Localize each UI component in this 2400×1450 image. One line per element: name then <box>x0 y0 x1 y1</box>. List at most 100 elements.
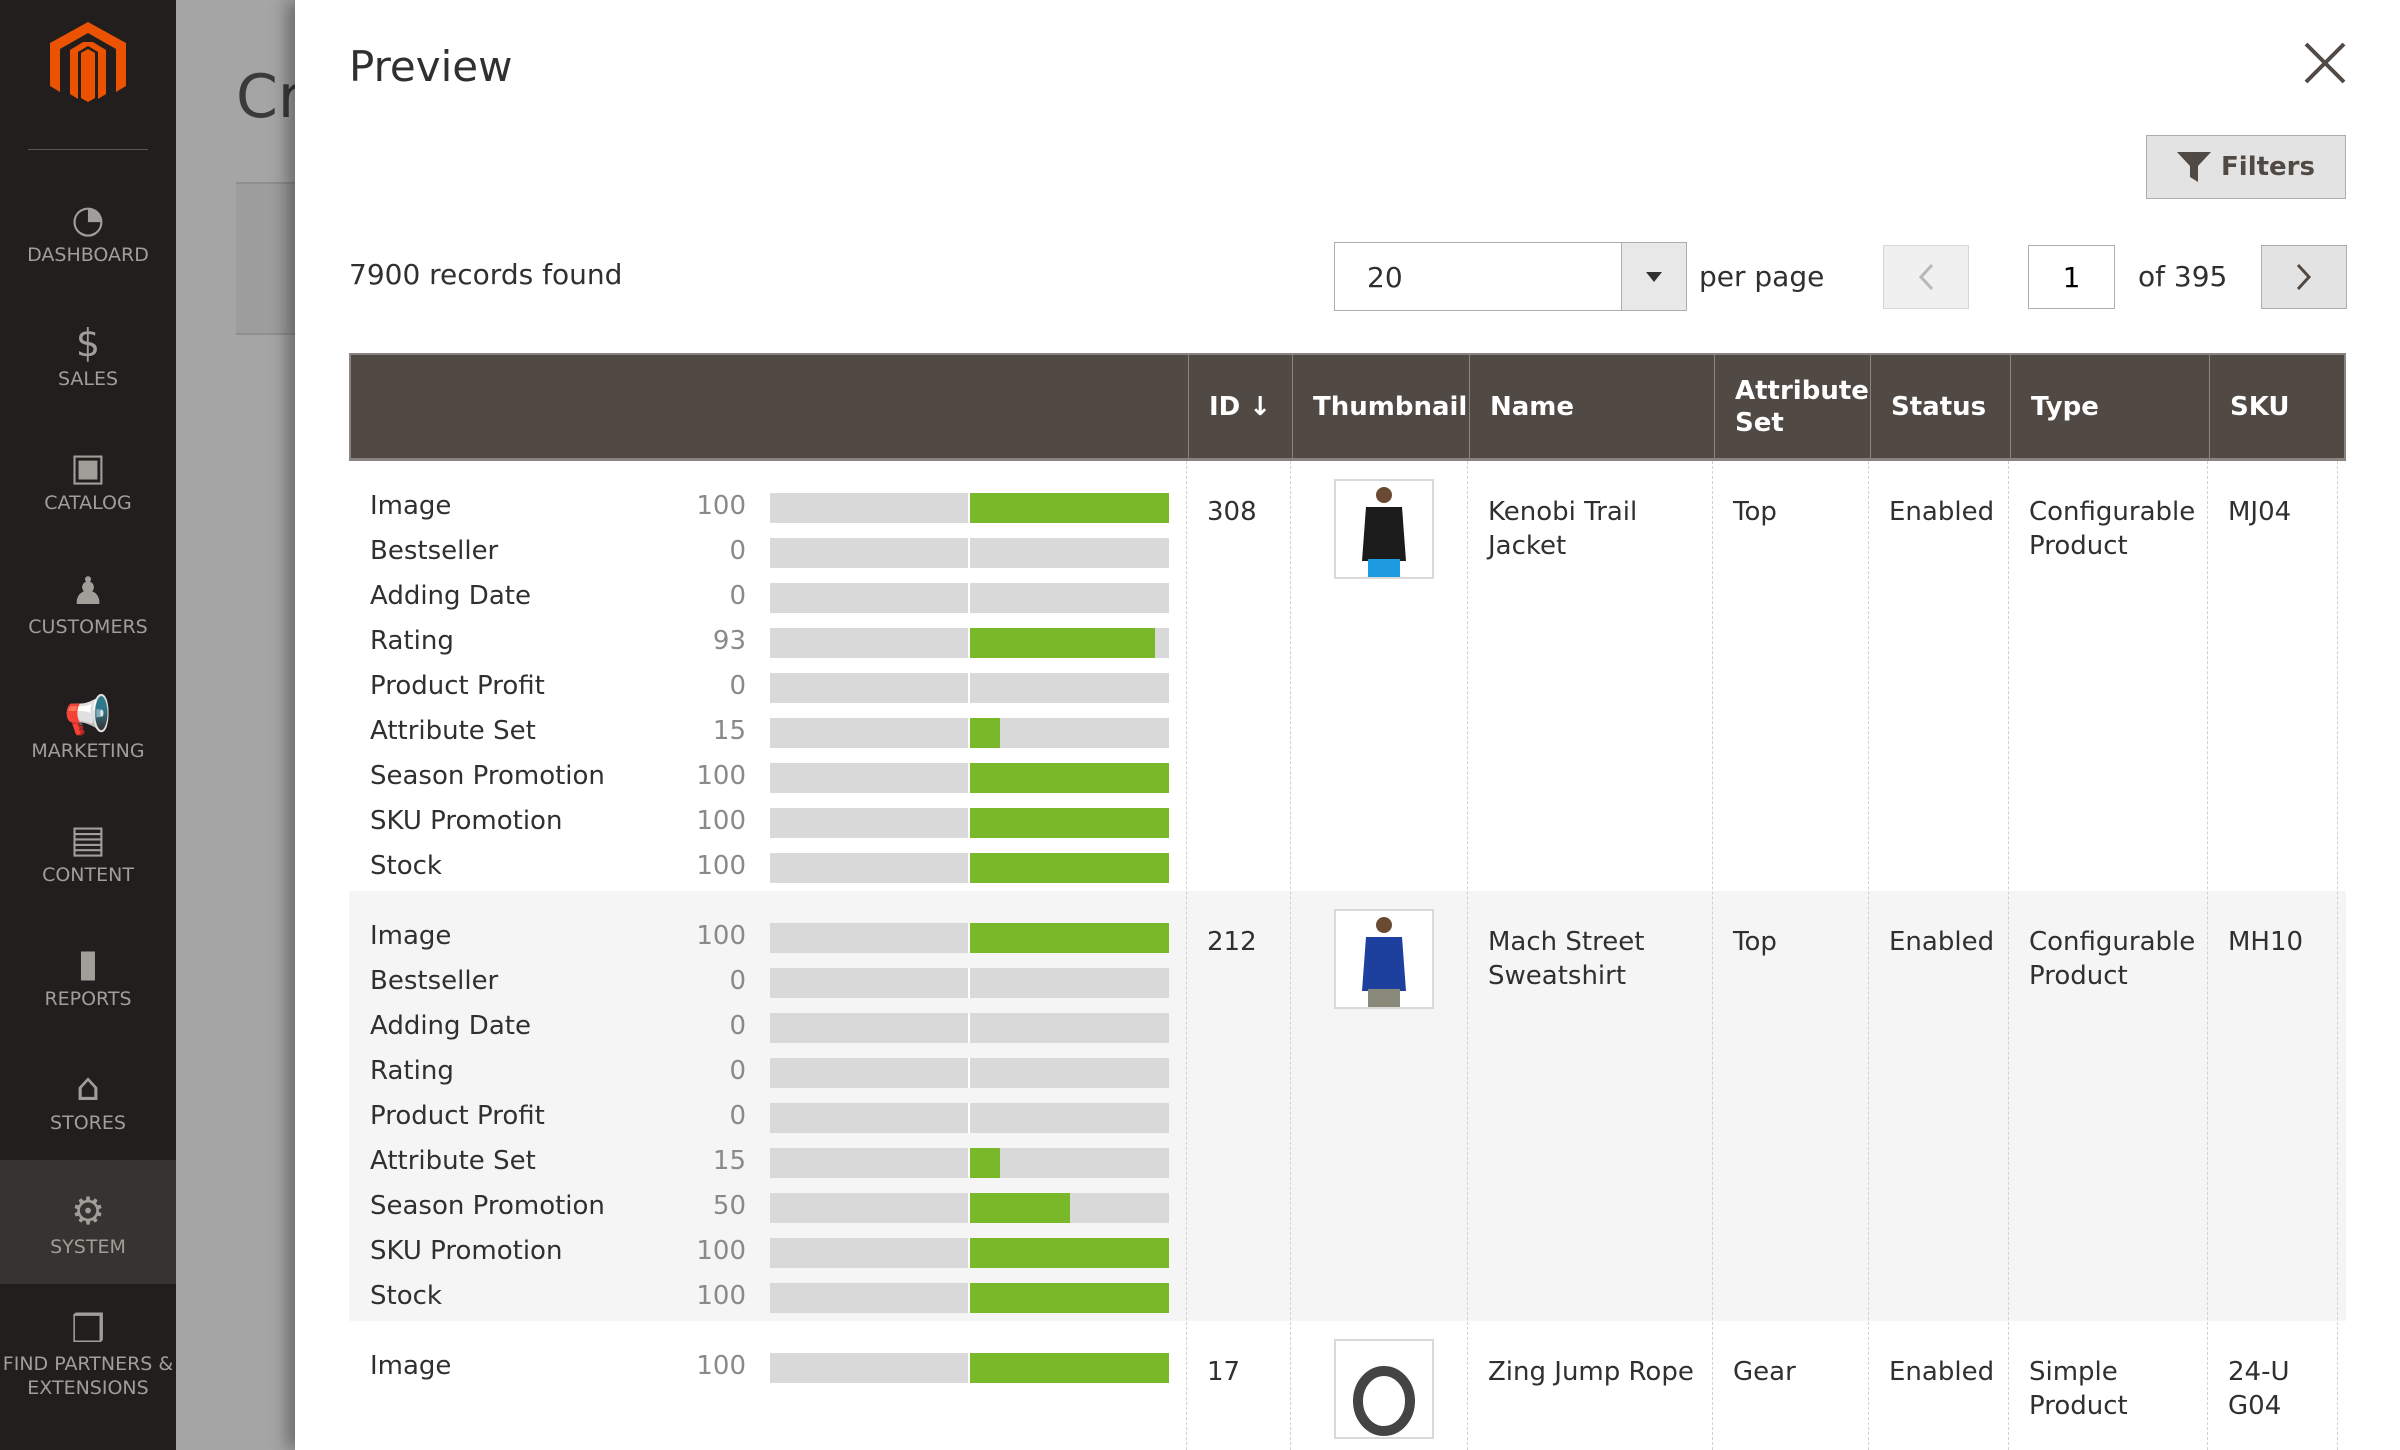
column-header-name[interactable]: Name <box>1469 355 1714 458</box>
layout-icon: ▤ <box>70 817 106 861</box>
score-bar <box>770 583 1169 613</box>
score-bar-divider <box>968 583 970 613</box>
score-label: Stock <box>370 851 442 881</box>
product-image <box>1362 917 1406 1007</box>
sidebar-item-marketing[interactable]: 📢 MARKETING <box>0 664 176 788</box>
product-thumbnail[interactable] <box>1334 1339 1434 1439</box>
product-thumbnail[interactable] <box>1334 479 1434 579</box>
score-label: Image <box>370 921 452 951</box>
score-bar <box>770 493 1169 523</box>
cell-attribute-set: Top <box>1733 927 1777 957</box>
dollar-icon: $ <box>75 321 101 365</box>
score-value: 100 <box>696 761 746 791</box>
score-bar-divider <box>968 968 970 998</box>
person-icon: ♟ <box>70 569 106 613</box>
chevron-left-icon <box>1918 263 1934 291</box>
column-header-id[interactable]: ID ↓ <box>1188 355 1292 458</box>
score-bar-fill <box>970 853 1169 883</box>
cell-status: Enabled <box>1889 1357 1995 1387</box>
filters-label: Filters <box>2221 152 2315 182</box>
close-icon[interactable] <box>2300 38 2350 88</box>
column-divider <box>1868 461 1869 1450</box>
score-bar <box>770 853 1169 883</box>
score-value: 0 <box>729 1101 746 1131</box>
score-bar-divider <box>968 923 970 953</box>
score-value: 100 <box>696 1351 746 1381</box>
table-row[interactable]: Image 100 Bestseller 0 Adding Date 0 Rat… <box>349 891 2346 1321</box>
score-bar <box>770 1353 1169 1383</box>
product-thumbnail[interactable] <box>1334 909 1434 1009</box>
score-bar <box>770 1103 1169 1133</box>
score-bar-divider <box>968 1058 970 1088</box>
table-row[interactable]: Image 100 17 Zing Jump Rope Gear Enabled… <box>349 1321 2346 1446</box>
column-header-thumbnail[interactable]: Thumbnail <box>1292 355 1469 458</box>
sidebar-item-label: CATALOG <box>44 492 132 514</box>
score-bar-divider <box>968 718 970 748</box>
score-value: 100 <box>696 1281 746 1311</box>
store-icon: ⌂ <box>75 1065 101 1109</box>
sidebar-item-sales[interactable]: $ SALES <box>0 292 176 416</box>
score-label: SKU Promotion <box>370 806 563 836</box>
sidebar-item-label: STORES <box>50 1112 126 1134</box>
column-divider <box>2207 461 2208 1450</box>
next-page-button[interactable] <box>2261 245 2347 309</box>
cell-attribute-set: Top <box>1733 497 1777 527</box>
score-bar-divider <box>968 673 970 703</box>
score-bar-fill <box>970 808 1169 838</box>
score-value: 15 <box>712 716 746 746</box>
sidebar-item-system[interactable]: ⚙ SYSTEM <box>0 1160 176 1284</box>
cell-id: 17 <box>1207 1357 1241 1387</box>
sidebar-item-content[interactable]: ▤ CONTENT <box>0 788 176 912</box>
sidebar-item-label: CUSTOMERS <box>28 616 148 638</box>
magento-logo[interactable] <box>50 22 126 108</box>
table-row[interactable]: Image 100 Bestseller 0 Adding Date 0 Rat… <box>349 461 2346 891</box>
score-label: Bestseller <box>370 966 499 996</box>
cell-type: Configurable Product <box>2029 497 2196 561</box>
gear-icon: ⚙ <box>70 1189 106 1233</box>
filter-icon <box>2177 152 2212 182</box>
score-value: 0 <box>729 581 746 611</box>
previous-page-button[interactable] <box>1883 245 1969 309</box>
sidebar-item-catalog[interactable]: ▣ CATALOG <box>0 416 176 540</box>
score-value: 100 <box>696 806 746 836</box>
score-label: SKU Promotion <box>370 1236 563 1266</box>
megaphone-icon: 📢 <box>64 693 112 737</box>
cell-attribute-set: Gear <box>1733 1357 1796 1387</box>
cell-status: Enabled <box>1889 927 1995 957</box>
sidebar-item-stores[interactable]: ⌂ STORES <box>0 1036 176 1160</box>
grid-header: ID ↓ Thumbnail Name Attribute Set Status Type… <box>349 353 2346 461</box>
per-page-select[interactable]: 20 <box>1334 242 1687 311</box>
score-bar-fill <box>970 763 1169 793</box>
sidebar-item-dashboard[interactable]: ◔ DASHBOARD <box>0 168 176 292</box>
column-header-sku[interactable]: SKU <box>2209 355 2339 458</box>
sidebar-item-customers[interactable]: ♟ CUSTOMERS <box>0 540 176 664</box>
sidebar-item-label: FIND PARTNERS & EXTENSIONS <box>2 1353 174 1399</box>
score-bar-divider <box>968 853 970 883</box>
score-label: Attribute Set <box>370 716 536 746</box>
column-header-attribute-set[interactable]: Attribute Set <box>1714 355 1869 458</box>
sidebar-item-find[interactable]: ❒ FIND PARTNERS & EXTENSIONS <box>0 1284 176 1408</box>
score-label: Adding Date <box>370 581 531 611</box>
column-divider <box>2008 461 2009 1450</box>
score-bar <box>770 673 1169 703</box>
column-header-type[interactable]: Type <box>2010 355 2209 458</box>
score-value: 0 <box>729 966 746 996</box>
blocks-icon: ❒ <box>70 1307 106 1351</box>
score-value: 15 <box>712 1146 746 1176</box>
score-bar-fill <box>970 1193 1070 1223</box>
score-bar <box>770 1283 1169 1313</box>
sidebar-item-reports[interactable]: ▮ REPORTS <box>0 912 176 1036</box>
bar-chart-icon: ▮ <box>77 941 99 985</box>
filters-button[interactable]: Filters <box>2146 135 2346 199</box>
per-page-dropdown-button[interactable] <box>1621 243 1686 310</box>
column-header-status[interactable]: Status <box>1870 355 2010 458</box>
score-label: Bestseller <box>370 536 499 566</box>
cell-sku: 24-UG04 <box>2228 1357 2290 1421</box>
score-bar-divider <box>968 493 970 523</box>
score-bar <box>770 1148 1169 1178</box>
score-bar <box>770 538 1169 568</box>
score-bar-fill <box>970 1353 1169 1383</box>
records-count: 7900 records found <box>349 258 623 291</box>
page-number-input[interactable] <box>2028 245 2115 309</box>
chevron-right-icon <box>2296 263 2312 291</box>
